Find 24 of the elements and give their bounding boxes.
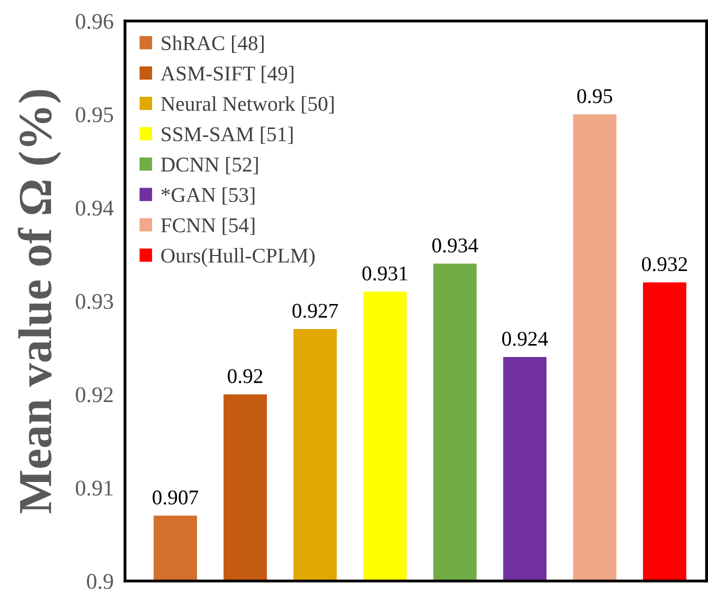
- data-label: 0.95: [577, 89, 612, 104]
- y-tick-label: 0.95: [76, 107, 114, 122]
- data-label: 0.932: [642, 257, 687, 272]
- y-axis-title: Mean value of Ω (%): [18, 90, 62, 514]
- legend-label: FCNN [54]: [161, 218, 254, 235]
- data-label: 0.931: [362, 266, 408, 281]
- data-label: 0.92: [228, 369, 262, 384]
- legend-label: DCNN [52]: [161, 156, 258, 174]
- legend-label: *GAN [53]: [161, 187, 254, 205]
- legend-label: SSM-SAM [51]: [162, 126, 293, 144]
- legend-label: ShRAC [48]: [162, 36, 264, 53]
- data-label: 0.927: [292, 304, 338, 318]
- y-tick-label: 0.92: [76, 387, 113, 402]
- data-label: 0.924: [502, 332, 548, 346]
- legend-label: Ours(Hull-CPLM): [161, 248, 315, 267]
- y-tick-label: 0.91: [76, 480, 113, 496]
- legend-label: Neural Network [50]: [161, 96, 334, 114]
- data-label: 0.907: [152, 490, 198, 505]
- legend-label: ASM-SIFT [49]: [160, 66, 294, 84]
- y-tick-label: 0.9: [86, 574, 113, 590]
- data-label: 0.934: [432, 238, 478, 253]
- y-tick-label: 0.96: [76, 14, 114, 30]
- y-tick-label: 0.94: [76, 200, 114, 216]
- y-tick-label: 0.93: [76, 294, 114, 310]
